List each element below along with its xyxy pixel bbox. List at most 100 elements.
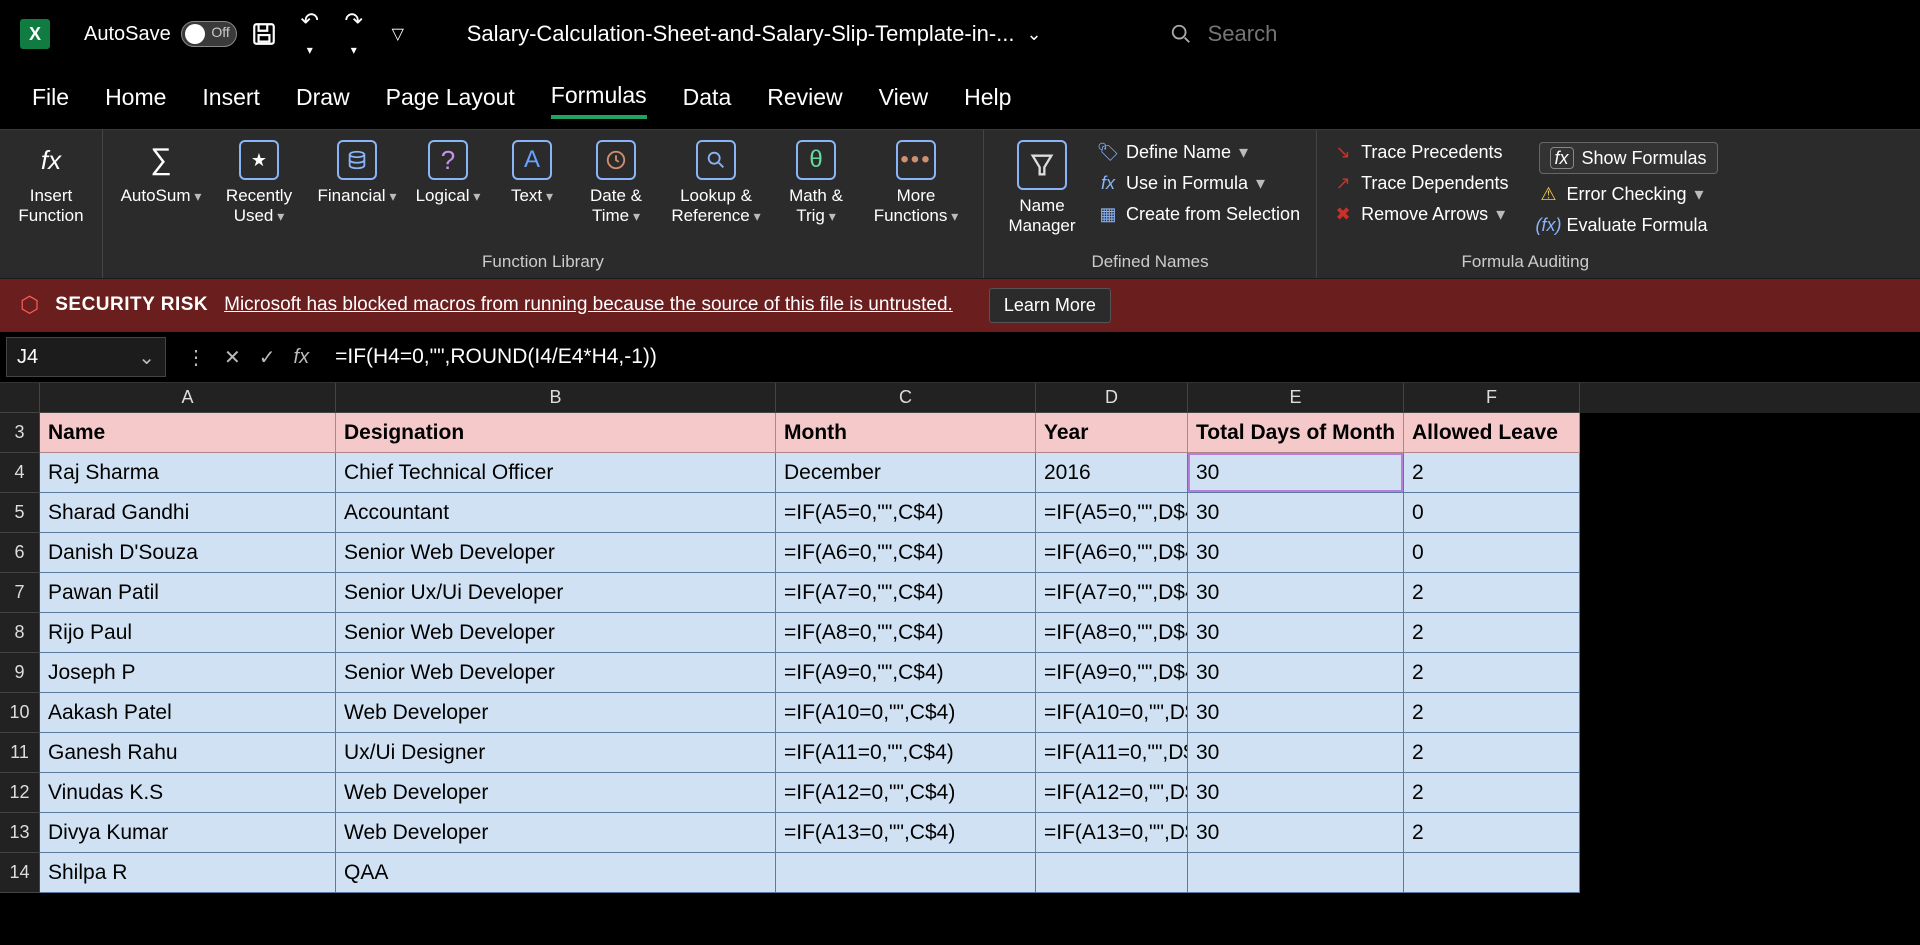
cell[interactable]: =IF(A6=0,"",C$4) <box>776 533 1036 573</box>
cell[interactable]: 0 <box>1404 533 1580 573</box>
cell[interactable]: Senior Web Developer <box>336 653 776 693</box>
tab-help[interactable]: Help <box>964 84 1011 117</box>
cell[interactable]: 30 <box>1188 493 1404 533</box>
cell[interactable]: =IF(A5=0,"",D$4 <box>1036 493 1188 533</box>
remove-arrows-button[interactable]: ✖ Remove Arrows ▾ <box>1333 204 1508 225</box>
cell[interactable]: Shilpa R <box>40 853 336 893</box>
trace-dependents-button[interactable]: ↗ Trace Dependents <box>1333 173 1508 194</box>
cell[interactable]: =IF(A11=0,"",D$ <box>1036 733 1188 773</box>
cell[interactable] <box>776 853 1036 893</box>
create-from-selection-button[interactable]: ▦ Create from Selection <box>1098 204 1300 225</box>
show-formulas-button[interactable]: fx Show Formulas <box>1539 142 1718 174</box>
document-title[interactable]: Salary-Calculation-Sheet-and-Salary-Slip… <box>467 21 1042 47</box>
undo-icon[interactable]: ↶ ▾ <box>295 8 325 60</box>
row-header[interactable]: 4 <box>0 453 40 493</box>
save-icon[interactable] <box>251 21 281 47</box>
cell[interactable]: 30 <box>1188 693 1404 733</box>
cell[interactable]: =IF(A9=0,"",D$4 <box>1036 653 1188 693</box>
cell[interactable]: 30 <box>1188 453 1404 493</box>
cell[interactable]: =IF(A8=0,"",C$4) <box>776 613 1036 653</box>
row-header[interactable]: 5 <box>0 493 40 533</box>
row-header[interactable]: 7 <box>0 573 40 613</box>
cell[interactable]: 30 <box>1188 733 1404 773</box>
cell[interactable]: 30 <box>1188 613 1404 653</box>
cell[interactable]: =IF(A6=0,"",D$4 <box>1036 533 1188 573</box>
cell[interactable]: Danish D'Souza <box>40 533 336 573</box>
cell[interactable] <box>1036 853 1188 893</box>
row-header[interactable]: 11 <box>0 733 40 773</box>
header-cell[interactable]: Month <box>776 413 1036 453</box>
cell[interactable]: =IF(A5=0,"",C$4) <box>776 493 1036 533</box>
cell[interactable]: 2 <box>1404 453 1580 493</box>
tab-data[interactable]: Data <box>683 84 732 117</box>
cell[interactable]: =IF(A13=0,"",D$ <box>1036 813 1188 853</box>
cell[interactable]: =IF(A12=0,"",C$4) <box>776 773 1036 813</box>
formula-input[interactable] <box>325 337 1920 377</box>
cell[interactable]: Joseph P <box>40 653 336 693</box>
chevron-down-icon[interactable]: ⌄ <box>1027 24 1042 45</box>
row-header[interactable]: 10 <box>0 693 40 733</box>
name-box[interactable]: J4 ⌄ <box>6 337 166 377</box>
logical-button[interactable]: ? Logical <box>409 136 487 210</box>
evaluate-formula-button[interactable]: (fx) Evaluate Formula <box>1539 215 1718 236</box>
enter-icon[interactable]: ✓ <box>253 345 282 370</box>
cell[interactable]: 30 <box>1188 533 1404 573</box>
cell[interactable]: =IF(A7=0,"",C$4) <box>776 573 1036 613</box>
financial-button[interactable]: Financial <box>311 136 403 210</box>
define-name-button[interactable]: 🏷 Define Name ▾ <box>1098 142 1300 163</box>
row-header[interactable]: 12 <box>0 773 40 813</box>
header-cell[interactable]: Designation <box>336 413 776 453</box>
cell[interactable]: =IF(A10=0,"",C$4) <box>776 693 1036 733</box>
row-header[interactable]: 14 <box>0 853 40 893</box>
name-manager-button[interactable]: Name Manager <box>996 136 1088 240</box>
cell[interactable]: 2 <box>1404 653 1580 693</box>
row-header[interactable]: 8 <box>0 613 40 653</box>
cell[interactable]: =IF(A12=0,"",D$ <box>1036 773 1188 813</box>
cell[interactable]: December <box>776 453 1036 493</box>
cell[interactable] <box>1188 853 1404 893</box>
col-header-D[interactable]: D <box>1036 383 1188 413</box>
cell[interactable]: Ganesh Rahu <box>40 733 336 773</box>
cell[interactable]: Chief Technical Officer <box>336 453 776 493</box>
cell[interactable]: 2 <box>1404 613 1580 653</box>
cancel-icon[interactable]: ✕ <box>218 345 247 370</box>
text-button[interactable]: A Text <box>493 136 571 210</box>
tab-review[interactable]: Review <box>767 84 842 117</box>
cell[interactable]: Pawan Patil <box>40 573 336 613</box>
cell[interactable]: Raj Sharma <box>40 453 336 493</box>
search-input[interactable] <box>1208 21 1608 47</box>
tab-draw[interactable]: Draw <box>296 84 350 117</box>
math-trig-button[interactable]: θ Math & Trig <box>777 136 855 230</box>
col-header-B[interactable]: B <box>336 383 776 413</box>
fx-icon[interactable]: fx <box>288 346 316 369</box>
cell[interactable]: 30 <box>1188 573 1404 613</box>
header-cell[interactable]: Name <box>40 413 336 453</box>
cell[interactable]: Web Developer <box>336 693 776 733</box>
cell[interactable]: Senior Web Developer <box>336 533 776 573</box>
cell[interactable]: Vinudas K.S <box>40 773 336 813</box>
cell[interactable]: 2 <box>1404 773 1580 813</box>
tab-file[interactable]: File <box>32 84 69 117</box>
cell[interactable]: =IF(A8=0,"",D$4 <box>1036 613 1188 653</box>
cell[interactable]: 30 <box>1188 813 1404 853</box>
tab-formulas[interactable]: Formulas <box>551 82 647 119</box>
cell[interactable]: Divya Kumar <box>40 813 336 853</box>
header-cell[interactable]: Allowed Leave <box>1404 413 1580 453</box>
cell[interactable]: Senior Web Developer <box>336 613 776 653</box>
col-header-C[interactable]: C <box>776 383 1036 413</box>
learn-more-button[interactable]: Learn More <box>989 288 1111 323</box>
cell[interactable]: Ux/Ui Designer <box>336 733 776 773</box>
more-functions-button[interactable]: ••• More Functions <box>861 136 971 230</box>
cell[interactable]: 2016 <box>1036 453 1188 493</box>
cell[interactable]: Web Developer <box>336 813 776 853</box>
col-header-A[interactable]: A <box>40 383 336 413</box>
chevron-down-icon[interactable]: ⌄ <box>138 345 155 370</box>
cell[interactable]: QAA <box>336 853 776 893</box>
col-header-E[interactable]: E <box>1188 383 1404 413</box>
autosave-toggle[interactable]: AutoSave Off <box>84 21 237 47</box>
cell[interactable]: 30 <box>1188 653 1404 693</box>
use-in-formula-button[interactable]: fx Use in Formula ▾ <box>1098 173 1300 194</box>
cell[interactable]: 2 <box>1404 693 1580 733</box>
cell[interactable]: 2 <box>1404 813 1580 853</box>
tab-home[interactable]: Home <box>105 84 166 117</box>
